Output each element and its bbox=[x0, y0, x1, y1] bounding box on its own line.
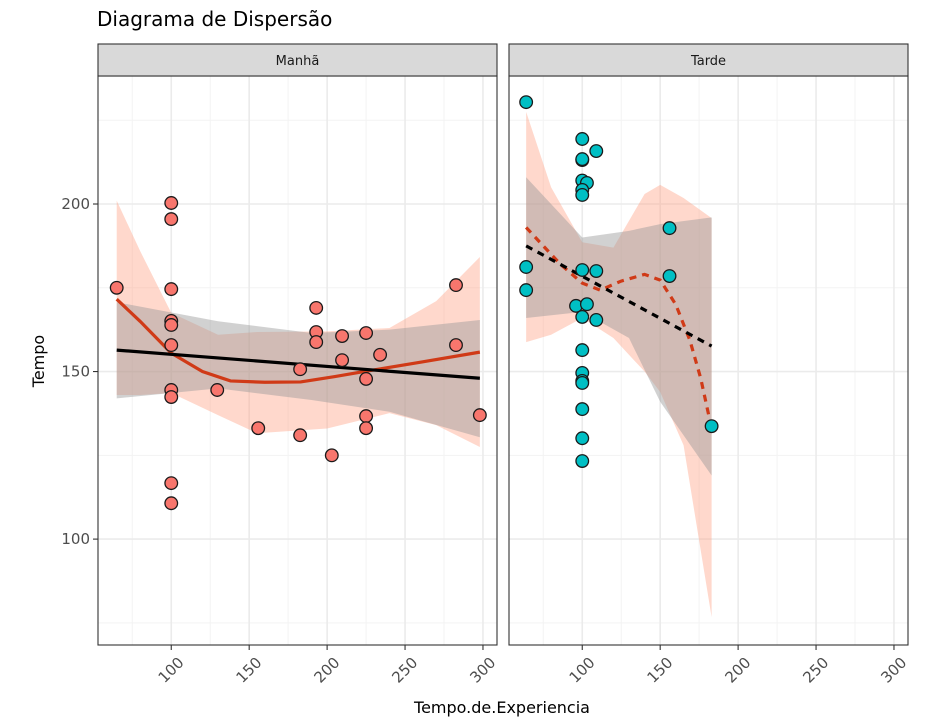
data-point bbox=[251, 421, 266, 436]
data-point bbox=[359, 326, 374, 340]
panel-background bbox=[509, 76, 908, 645]
data-point bbox=[359, 421, 374, 436]
data-point bbox=[164, 212, 179, 227]
data-point bbox=[575, 343, 590, 358]
data-point bbox=[335, 329, 350, 343]
x-tick-label: 150 bbox=[233, 654, 266, 687]
data-point bbox=[519, 95, 534, 110]
data-point bbox=[335, 353, 350, 368]
data-point bbox=[575, 152, 590, 167]
data-point bbox=[575, 309, 590, 324]
data-point bbox=[309, 300, 324, 315]
data-point bbox=[662, 269, 677, 284]
data-point bbox=[324, 448, 339, 463]
data-point bbox=[164, 390, 179, 404]
data-point bbox=[309, 335, 324, 350]
panel-tarde: Tarde 100 150 200 250 300 bbox=[508, 43, 910, 687]
data-point bbox=[373, 347, 388, 362]
data-point bbox=[575, 132, 590, 146]
x-tick-label: 200 bbox=[721, 654, 754, 687]
data-point bbox=[579, 297, 594, 312]
data-point bbox=[359, 409, 374, 424]
x-tick-label: 100 bbox=[566, 654, 599, 687]
panel-manha: Manhã 100 150 200 250 300 100 150 200 bbox=[61, 43, 499, 687]
data-point bbox=[109, 280, 124, 295]
data-point bbox=[519, 283, 534, 298]
data-point bbox=[575, 431, 590, 446]
data-point bbox=[164, 318, 179, 332]
y-tick-label: 100 bbox=[61, 530, 90, 548]
x-tick-label: 100 bbox=[155, 654, 188, 687]
data-point bbox=[575, 376, 590, 390]
chart-title: Diagrama de Dispersão bbox=[97, 7, 332, 31]
x-tick-label: 300 bbox=[466, 654, 499, 687]
data-point bbox=[589, 144, 604, 159]
y-tick-label: 200 bbox=[61, 195, 90, 213]
data-point bbox=[164, 496, 179, 511]
data-point bbox=[449, 338, 463, 353]
x-tick-label: 250 bbox=[799, 654, 832, 687]
data-point bbox=[575, 402, 590, 417]
y-tick-label: 150 bbox=[61, 363, 90, 381]
data-point bbox=[589, 313, 604, 327]
lm-line bbox=[525, 244, 713, 348]
data-point bbox=[359, 371, 374, 386]
loess-line bbox=[524, 226, 714, 429]
facet-strip-label: Tarde bbox=[690, 54, 726, 69]
data-point bbox=[575, 454, 590, 468]
data-point bbox=[164, 338, 179, 353]
y-axis-label: Tempo bbox=[29, 335, 48, 388]
loess-confidence-band bbox=[116, 200, 480, 447]
x-tick-label: 250 bbox=[388, 654, 421, 687]
data-point bbox=[293, 428, 308, 443]
data-point bbox=[704, 419, 719, 434]
facet-strip bbox=[508, 43, 909, 77]
data-point bbox=[662, 221, 677, 236]
data-point bbox=[472, 408, 487, 423]
lm-confidence-band bbox=[526, 177, 712, 476]
loess-line bbox=[115, 298, 481, 384]
facet-strip-label: Manhã bbox=[276, 54, 320, 69]
data-point bbox=[164, 476, 179, 491]
loess-confidence-band bbox=[526, 111, 712, 618]
data-point bbox=[575, 188, 590, 202]
x-tick-label: 200 bbox=[310, 654, 343, 687]
x-tick-label: 300 bbox=[877, 654, 910, 687]
data-point bbox=[164, 196, 179, 210]
data-point bbox=[293, 362, 308, 377]
x-tick-label: 150 bbox=[644, 654, 677, 687]
data-point bbox=[575, 263, 590, 277]
facet-strip bbox=[97, 43, 498, 77]
x-axis-label: Tempo.de.Experiencia bbox=[413, 698, 590, 717]
data-point bbox=[589, 264, 604, 278]
data-point bbox=[164, 282, 179, 297]
data-point bbox=[519, 260, 534, 274]
data-point bbox=[449, 278, 463, 293]
data-point bbox=[210, 383, 225, 397]
